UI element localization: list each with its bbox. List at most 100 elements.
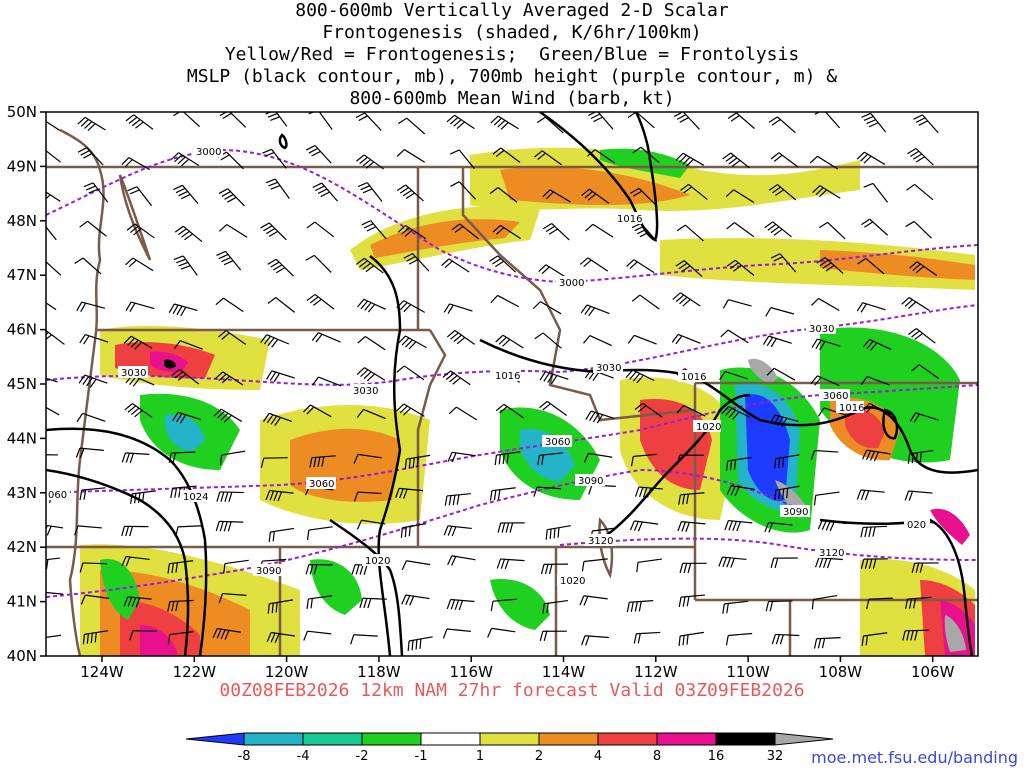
svg-text:1020: 1020 <box>365 556 390 567</box>
wind-barb <box>581 558 608 572</box>
wind-barb <box>212 627 242 640</box>
wind-barb <box>260 222 287 241</box>
wind-barb <box>305 144 332 164</box>
lat-tick-label: 48N <box>7 212 37 230</box>
wind-barb <box>170 152 200 167</box>
state-borders <box>46 128 978 656</box>
wind-barb <box>46 120 61 131</box>
wind-barb <box>446 330 475 345</box>
wind-barb <box>267 599 294 614</box>
fg-band-canada-core <box>500 166 690 205</box>
height-label-3: 3030 <box>118 366 148 379</box>
wind-barb <box>404 454 431 470</box>
wind-barb <box>357 298 386 313</box>
wind-barb <box>167 631 194 645</box>
wind-barb <box>585 410 615 424</box>
wind-barb <box>355 112 382 131</box>
wind-barb <box>908 328 936 344</box>
wind-barb <box>396 403 425 417</box>
lon-tick-label: 122W <box>173 663 217 681</box>
wind-barb <box>175 525 202 537</box>
wind-barb <box>353 453 382 464</box>
wind-barb <box>401 560 431 571</box>
wind-barb <box>906 183 934 201</box>
wind-barb <box>580 304 610 317</box>
wind-barb <box>765 600 793 612</box>
credit-link[interactable]: moe.met.fsu.edu/banding <box>811 748 1018 767</box>
wind-barb <box>306 221 335 238</box>
wind-barb <box>722 600 749 614</box>
wind-barb <box>74 257 102 275</box>
wind-barb <box>913 114 939 134</box>
wind-barb <box>539 371 569 385</box>
colorbar-swatch <box>243 732 304 746</box>
wind-barb <box>726 222 755 238</box>
wind-barb <box>46 377 58 383</box>
wind-barb <box>76 301 106 313</box>
mslp-label-5: 1020 <box>693 420 721 433</box>
wind-barb <box>308 112 333 130</box>
wind-barb <box>267 258 294 277</box>
wind-barb <box>355 257 384 274</box>
wind-barb <box>216 250 242 271</box>
wind-barb <box>490 598 517 612</box>
wind-barb <box>542 599 569 614</box>
wind-barb <box>219 112 247 128</box>
svg-text:3120: 3120 <box>588 536 613 547</box>
wind-barb <box>674 112 700 130</box>
lat-tick-label: 46N <box>7 321 37 339</box>
wind-barb <box>218 224 248 238</box>
mslp-label-9: 020 <box>904 518 930 531</box>
svg-text:1020: 1020 <box>560 576 585 587</box>
wind-barb <box>627 112 655 129</box>
fg-se-east <box>930 508 970 545</box>
wind-barb <box>492 147 521 163</box>
wind-barb <box>675 260 703 277</box>
wind-barb <box>443 525 472 537</box>
wind-barb <box>121 157 150 171</box>
wind-barb <box>678 594 705 608</box>
wind-barb <box>862 449 891 462</box>
wind-barb <box>449 149 475 170</box>
wind-barb <box>678 492 705 505</box>
mslp-label-7: 1020 <box>557 574 585 587</box>
fl-utah-blue <box>520 429 575 482</box>
svg-text:3030: 3030 <box>353 386 378 397</box>
wind-barb <box>817 407 847 417</box>
wind-barb <box>632 146 660 164</box>
wind-barb <box>630 187 657 206</box>
wind-barb <box>579 595 608 606</box>
wind-barb <box>487 627 516 638</box>
lon-tick-label: 106W <box>911 663 955 681</box>
height-label-15: 060 <box>46 488 70 501</box>
wind-barb <box>539 400 568 416</box>
wind-barb <box>629 520 659 532</box>
colorbar-swatch <box>597 732 658 746</box>
wind-barb <box>631 222 658 242</box>
wind-barb <box>533 486 562 497</box>
wind-barb <box>218 188 245 207</box>
wind-barb <box>630 453 658 467</box>
wind-barb <box>857 257 885 275</box>
svg-text:1016: 1016 <box>617 214 642 225</box>
colorbar-swatch <box>479 732 540 746</box>
wind-barb <box>260 334 290 348</box>
wind-barb <box>121 452 150 464</box>
colorbar-swatch <box>538 732 599 746</box>
fl-wyoming-deep <box>745 394 790 501</box>
wind-barb <box>398 335 427 350</box>
wind-barb <box>174 225 203 243</box>
svg-text:3090: 3090 <box>783 507 808 518</box>
wind-barb <box>401 594 430 606</box>
contour-labels: 3000 3000 3030 3030 3030 3030 3060 3060 … <box>46 145 930 587</box>
svg-text:3060: 3060 <box>545 437 570 448</box>
wind-barb <box>46 454 58 456</box>
fg-oregon-black <box>164 359 176 369</box>
lon-tick-label: 108W <box>819 663 863 681</box>
height-label-14: 3120 <box>816 546 846 559</box>
wind-barb <box>265 112 288 127</box>
wind-barb <box>719 371 749 381</box>
wind-barb <box>215 371 244 386</box>
wind-barb <box>579 257 609 272</box>
wind-barb <box>809 155 839 170</box>
